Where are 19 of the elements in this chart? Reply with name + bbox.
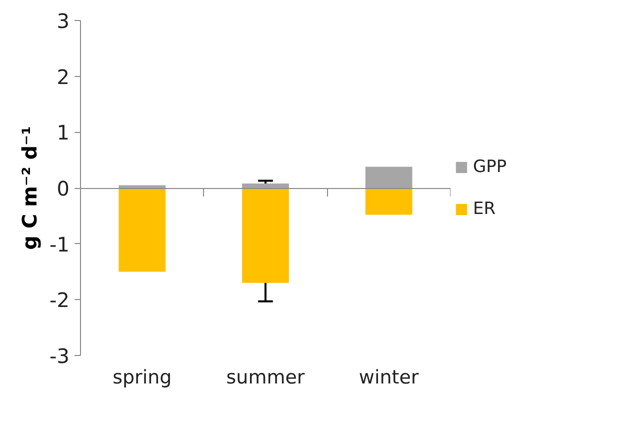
bar <box>242 188 289 283</box>
y-tick-label: 1 <box>56 120 70 145</box>
legend-label: ER <box>473 198 496 218</box>
y-tick-label: -1 <box>50 232 70 256</box>
x-tick-label: spring <box>112 366 172 388</box>
bar <box>118 188 166 272</box>
x-tick-label: winter <box>358 366 419 388</box>
y-tick-label: 2 <box>56 64 70 89</box>
y-tick-label: -3 <box>50 344 70 368</box>
bar <box>365 188 412 215</box>
x-tick-label: summer <box>226 366 305 388</box>
y-tick-label: -2 <box>50 288 70 312</box>
y-axis-title: g C m⁻² d⁻¹ <box>18 126 42 250</box>
y-tick-label: 0 <box>56 176 70 200</box>
y-tick-label: 3 <box>56 9 70 33</box>
bar <box>118 185 166 188</box>
legend-label: GPP <box>473 156 507 176</box>
bar <box>242 184 289 188</box>
bar <box>365 166 412 188</box>
